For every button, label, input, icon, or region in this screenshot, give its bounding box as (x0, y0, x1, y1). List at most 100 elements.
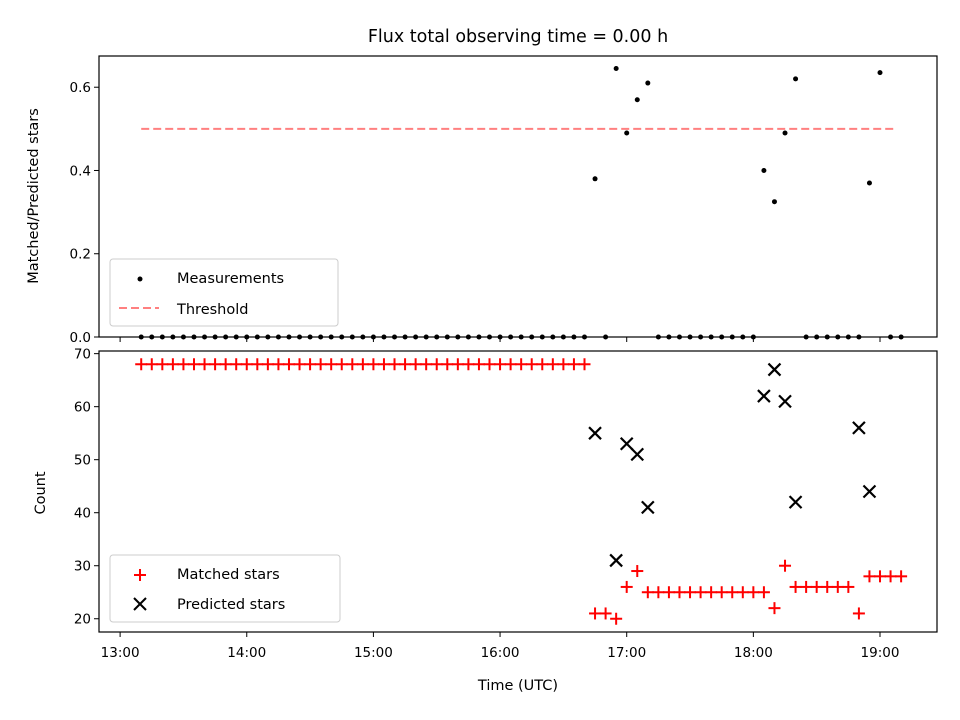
top-legend-box (109, 258, 339, 327)
measurement-point (223, 334, 229, 340)
matched-star-point (177, 358, 190, 371)
matched-star-point (631, 565, 644, 578)
matched-star-point (356, 358, 369, 371)
top-y-tick-label: 0.2 (70, 247, 91, 263)
matched-star-point (420, 358, 433, 371)
matched-star-point (261, 358, 274, 371)
matched-star-point (726, 586, 739, 599)
x-tick-label: 15:00 (354, 645, 393, 661)
measurement-point (392, 334, 398, 340)
bottom-legend: Matched stars Predicted stars (109, 554, 341, 623)
matched-star-point (705, 586, 718, 599)
measurement-point (381, 334, 387, 340)
matched-star-point (335, 358, 348, 371)
x-tick-label: 18:00 (734, 645, 773, 661)
measurement-point (444, 334, 450, 340)
bottom-y-tick-label: 70 (74, 347, 91, 363)
predicted-star-point (778, 394, 792, 409)
measurement-point (339, 334, 345, 340)
matched-star-point (441, 358, 454, 371)
matched-star-point (377, 358, 390, 371)
measurement-point (518, 334, 524, 340)
matched-star-point (240, 358, 253, 371)
matched-star-point (430, 358, 443, 371)
bottom-x-axis: 13:00 14:00 15:00 16:00 17:00 18:00 19:00 (101, 632, 900, 661)
measurement-point (698, 334, 704, 340)
matched-star-point (483, 358, 496, 371)
measurement-point (159, 334, 165, 340)
matched-star-point (293, 358, 306, 371)
x-mark-b (757, 389, 771, 403)
measurement-point (729, 334, 735, 340)
measurement-point (434, 334, 440, 340)
measurement-point (465, 334, 471, 340)
matched-star-point (641, 586, 654, 599)
x-mark-b (609, 553, 623, 568)
measurement-point (624, 130, 630, 136)
x-tick-label: 13:00 (101, 645, 140, 661)
predicted-stars-legend-marker (133, 597, 147, 611)
matched-star-point (272, 358, 285, 371)
predicted-stars-points (588, 362, 877, 568)
predicted-star-point (767, 362, 782, 377)
measurement-point (898, 334, 904, 340)
measurement-point (687, 334, 693, 340)
predicted-star-point (788, 495, 803, 509)
predicted-star-point (641, 500, 655, 515)
predicted-star-point (862, 484, 877, 499)
matched-star-point (472, 358, 485, 371)
x-mark-b (588, 426, 602, 440)
matched-star-point (768, 602, 781, 615)
matched-star-point (187, 358, 200, 371)
measurement-point (581, 334, 587, 340)
top-panel: 0.0 0.2 0.4 0.6 Matched/Predicted stars Mea… (26, 55, 938, 346)
matched-star-point (557, 358, 570, 371)
measurement-point (455, 334, 461, 340)
measurement-point (349, 334, 355, 340)
matched-star-point (694, 586, 707, 599)
matched-star-point (409, 358, 422, 371)
measurement-point (888, 334, 894, 340)
bottom-y-tick-label: 30 (74, 559, 91, 575)
measurement-point (740, 334, 746, 340)
top-y-tick-label: 0.6 (70, 80, 91, 96)
measurement-point (719, 334, 725, 340)
measurement-point (877, 70, 883, 76)
measurement-point (286, 334, 292, 340)
measurement-point (571, 334, 577, 340)
x-tick-label: 19:00 (861, 645, 900, 661)
top-y-tick-label: 0.0 (70, 330, 91, 346)
matched-star-point (863, 570, 876, 583)
x-mark-b (862, 484, 877, 499)
measurement-point (138, 334, 144, 340)
measurement-point (761, 167, 767, 173)
matched-star-point (325, 358, 338, 371)
measurement-point (307, 334, 313, 340)
matched-star-point (451, 358, 464, 371)
bottom-y-tick-label: 40 (74, 506, 91, 522)
matched-star-point (145, 358, 158, 371)
matched-star-point (757, 586, 770, 599)
matched-star-point (567, 358, 580, 371)
matched-star-point (684, 586, 697, 599)
top-y-axis-label: Matched/Predicted stars (26, 108, 42, 284)
measurement-point (845, 334, 851, 340)
matched-star-point (367, 358, 380, 371)
measurement-point (212, 334, 218, 340)
matched-star-point (747, 586, 760, 599)
matched-star-point (673, 586, 686, 599)
measurement-point (275, 334, 281, 340)
x-tick-label: 14:00 (227, 645, 266, 661)
bottom-y-tick-label: 60 (74, 400, 91, 416)
measurement-point (487, 334, 493, 340)
measurement-point (233, 334, 239, 340)
measurement-point (708, 334, 714, 340)
measurement-point (645, 80, 651, 86)
matched-star-point (515, 358, 528, 371)
matched-star-point (800, 580, 813, 593)
measurement-point (866, 180, 872, 186)
matched-stars-legend-label: Matched stars (177, 567, 280, 583)
chart-title: Flux total observing time = 0.00 h (368, 27, 668, 47)
x-mark-b (767, 362, 782, 377)
measurement-point (149, 334, 155, 340)
